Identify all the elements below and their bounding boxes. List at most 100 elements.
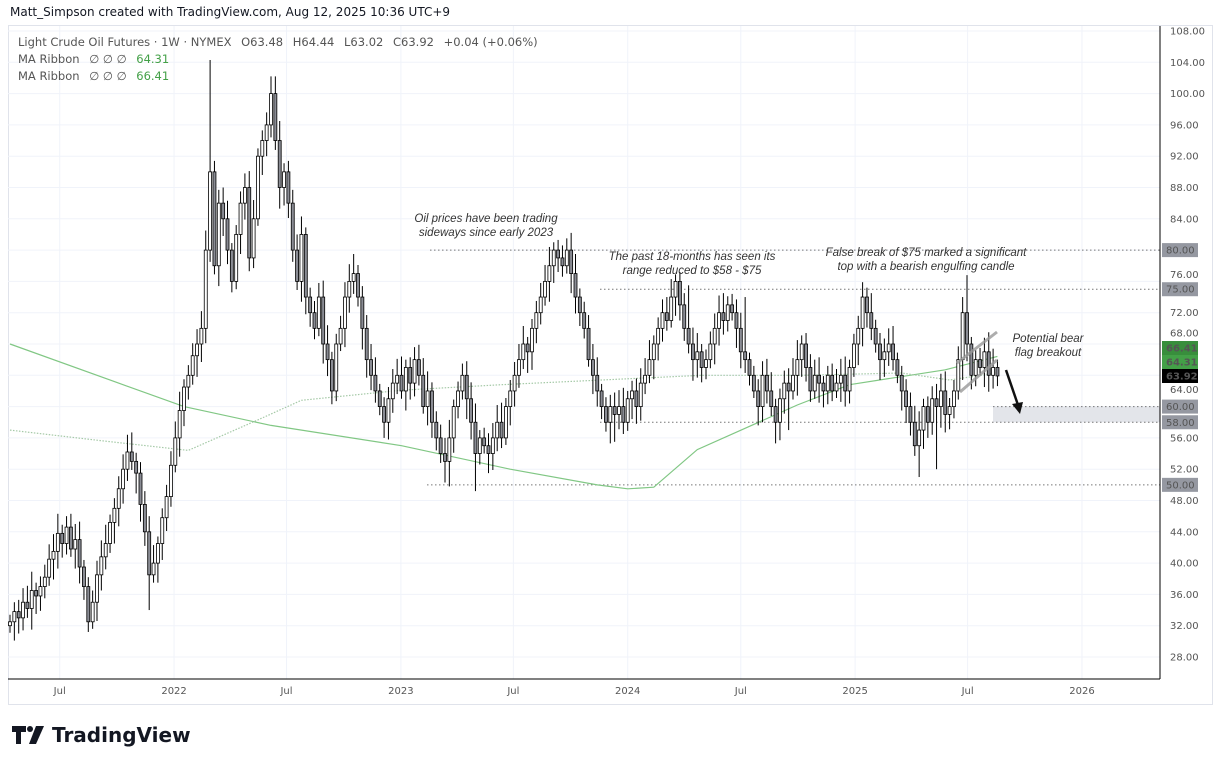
candle <box>190 355 195 376</box>
annotation-text: range reduced to $58 - $75 <box>623 265 762 277</box>
candle <box>356 273 360 298</box>
candle <box>586 327 591 361</box>
candle <box>299 234 304 282</box>
candle <box>486 445 491 454</box>
candle <box>651 343 656 361</box>
candle <box>577 296 582 314</box>
candle <box>595 374 600 392</box>
candle <box>547 265 552 282</box>
candle <box>573 273 578 298</box>
candle <box>251 218 256 259</box>
candle <box>121 468 125 490</box>
candle <box>182 386 186 411</box>
candle <box>73 539 78 550</box>
candle <box>99 556 104 576</box>
candle <box>899 374 904 392</box>
candle <box>730 304 734 314</box>
annotation-text: Oil prices have been trading <box>414 213 558 225</box>
candle <box>347 280 352 298</box>
candle <box>660 312 665 329</box>
annotation-text: top with a bearish engulfing candle <box>837 261 1014 273</box>
price-tick-label: 56.00 <box>1170 433 1199 444</box>
tradingview-logo-icon <box>12 726 44 744</box>
candle <box>8 621 12 627</box>
candle <box>25 601 30 609</box>
candle <box>456 390 460 408</box>
candle <box>734 312 739 329</box>
price-tick-label: 36.00 <box>1170 590 1199 601</box>
candle <box>956 359 961 392</box>
candle <box>738 327 743 353</box>
candle <box>438 437 443 454</box>
candle <box>260 140 265 157</box>
candle <box>960 312 965 361</box>
candle <box>617 406 621 415</box>
candle <box>147 531 152 576</box>
candle <box>543 280 547 298</box>
candle <box>612 406 617 415</box>
candle <box>308 296 313 314</box>
candle <box>817 374 821 384</box>
candle <box>129 451 134 462</box>
candle <box>895 359 900 376</box>
level-price-label: 75.00 <box>1166 285 1195 296</box>
ohlc-low: L63.02 <box>344 35 384 49</box>
time-tick-label: 2022 <box>161 686 186 697</box>
price-tick-label: 88.00 <box>1170 183 1199 194</box>
price-tick-label: 64.00 <box>1170 385 1199 396</box>
candle <box>791 374 795 392</box>
candle <box>316 296 321 329</box>
price-tick-label: 32.00 <box>1170 621 1199 632</box>
symbol-legend-row[interactable]: Light Crude Oil Futures · 1W · NYMEX O63… <box>18 34 544 51</box>
candle <box>412 359 417 384</box>
candle <box>277 140 282 188</box>
price-tick-label: 84.00 <box>1170 214 1199 225</box>
candle <box>978 359 982 368</box>
candle <box>973 359 978 376</box>
price-tick-label: 92.00 <box>1170 152 1199 163</box>
candle <box>939 390 943 408</box>
candle <box>751 374 756 392</box>
candle <box>138 472 143 505</box>
candle <box>621 406 626 423</box>
candle <box>830 374 835 392</box>
candle <box>634 390 639 408</box>
candle <box>360 296 365 329</box>
ohlc-high: H64.44 <box>292 35 335 49</box>
ma-ribbon-legend-1[interactable]: MA Ribbon ∅ ∅ ∅ 64.31 <box>18 51 544 68</box>
price-tick-label: 68.00 <box>1170 329 1199 340</box>
candle <box>921 406 926 431</box>
candle <box>995 367 1000 377</box>
level-price-label: 60.00 <box>1166 402 1195 413</box>
candle <box>47 558 52 578</box>
candle <box>782 382 787 400</box>
candle <box>882 351 887 361</box>
candle <box>95 574 99 603</box>
time-tick-label: Jul <box>279 686 292 697</box>
candle <box>460 374 465 392</box>
candle <box>286 171 291 204</box>
candle <box>591 359 595 376</box>
ohlc-close: C63.92 <box>393 35 434 49</box>
chart-panel[interactable] <box>8 25 1213 705</box>
time-tick-label: Jul <box>53 686 66 697</box>
annotation-text: False break of $75 marked a significant <box>826 247 1028 259</box>
candle <box>325 343 330 361</box>
candle <box>699 351 704 368</box>
time-tick-label: Jul <box>734 686 747 697</box>
price-tick-label: 28.00 <box>1170 653 1199 664</box>
candle <box>869 312 874 329</box>
ma-ribbon-legend-2[interactable]: MA Ribbon ∅ ∅ ∅ 66.41 <box>18 68 544 85</box>
tradingview-logo[interactable]: TradingView <box>12 723 191 747</box>
candle <box>656 327 661 345</box>
candle <box>82 566 86 587</box>
price-tick-label: 72.00 <box>1170 308 1199 319</box>
candle <box>538 296 543 314</box>
candle <box>469 398 474 423</box>
candle <box>225 218 230 251</box>
candle <box>242 187 247 204</box>
breakout-arrow-head <box>1012 402 1023 414</box>
candle <box>947 406 952 415</box>
candle <box>103 543 108 558</box>
